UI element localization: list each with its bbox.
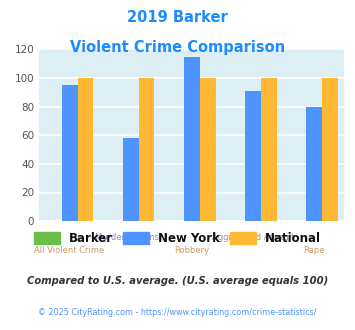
Text: Aggravated Assault: Aggravated Assault [212,233,294,242]
Text: Rape: Rape [303,246,324,255]
Bar [245,91,261,221]
Text: © 2025 CityRating.com - https://www.cityrating.com/crime-statistics/: © 2025 CityRating.com - https://www.city… [38,308,317,317]
Text: Compared to U.S. average. (U.S. average equals 100): Compared to U.S. average. (U.S. average … [27,276,328,285]
Text: Robbery: Robbery [174,246,209,255]
Bar [261,78,277,221]
Text: All Violent Crime: All Violent Crime [34,246,105,255]
Bar [184,57,200,221]
Bar [77,78,93,221]
Text: 2019 Barker: 2019 Barker [127,10,228,25]
Legend: Barker, New York, National: Barker, New York, National [29,227,326,249]
Text: Murder & Mans...: Murder & Mans... [95,233,166,242]
Bar [306,107,322,221]
Bar [123,138,138,221]
Bar [62,85,77,221]
Bar [322,78,338,221]
Text: Violent Crime Comparison: Violent Crime Comparison [70,40,285,54]
Bar [200,78,215,221]
Bar [138,78,154,221]
